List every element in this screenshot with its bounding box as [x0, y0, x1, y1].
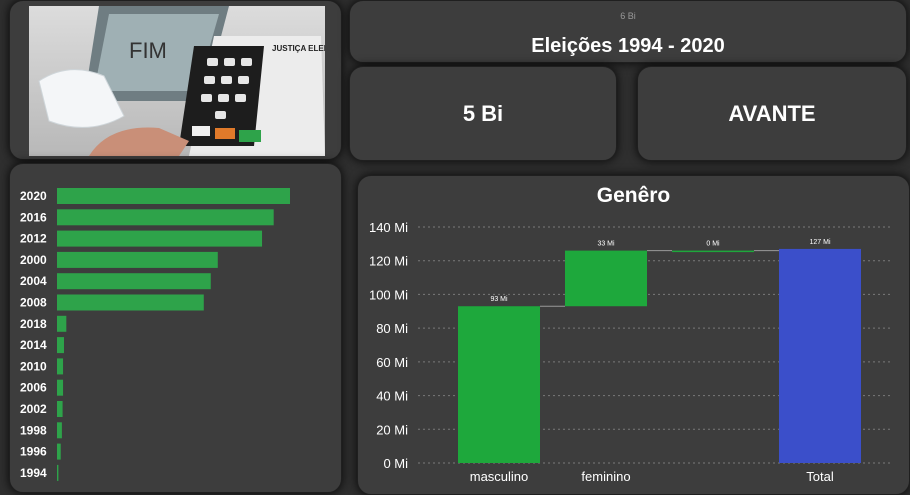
- y-tick-label: 60 Mi: [376, 355, 408, 370]
- waterfall-bar: [565, 250, 647, 307]
- year-label: 1998: [20, 423, 47, 437]
- years-bar-chart-svg: 2020 2016 2012 2000 2004 2008 2018 2014 2010 2006…: [20, 188, 290, 481]
- year-bar: [57, 464, 59, 481]
- y-tick-label: 100 Mi: [369, 287, 408, 302]
- year-bar: [57, 358, 64, 375]
- gender-chart-panel: Genêro 0 Mi 20 Mi 40 Mi 60 Mi 80 Mi 100 Mi 120…: [357, 175, 910, 495]
- voting-machine-image: FIM JUSTIÇA ELEITORAL: [29, 6, 325, 156]
- year-label: 2000: [20, 253, 47, 267]
- year-bar: [57, 422, 62, 439]
- year-bar: [57, 230, 263, 247]
- y-tick-label: 80 Mi: [376, 321, 408, 336]
- x-category-label: feminino: [581, 469, 630, 484]
- x-category-label: masculino: [470, 469, 529, 484]
- year-bar: [57, 251, 218, 268]
- year-bar: [57, 401, 63, 417]
- data-label: 0 Mi: [706, 241, 720, 248]
- title-panel: 6 Bi Eleições 1994 - 2020: [349, 0, 907, 63]
- waterfall-bar: [779, 248, 861, 463]
- waterfall-bar: [458, 306, 540, 463]
- sticker-text: JUSTIÇA ELEITORAL: [272, 44, 325, 53]
- year-bar: [57, 188, 290, 204]
- data-label: 33 Mi: [597, 241, 615, 248]
- gender-waterfall-chart: 0 Mi 20 Mi 40 Mi 60 Mi 80 Mi 100 Mi 120 Mi 140 …: [369, 220, 893, 484]
- year-label: 2016: [20, 210, 47, 224]
- year-label: 1996: [20, 445, 47, 459]
- screen-text: FIM: [129, 38, 167, 63]
- year-label: 2008: [20, 296, 47, 310]
- year-bar: [57, 443, 61, 460]
- party-card[interactable]: AVANTE: [637, 66, 907, 161]
- chart-title: Genêro: [596, 184, 671, 207]
- year-label: 2020: [20, 189, 47, 203]
- y-tick-label: 40 Mi: [376, 389, 408, 404]
- header-subtitle: 6 Bi: [620, 11, 636, 21]
- data-label: 93 Mi: [490, 296, 508, 303]
- year-label: 2006: [20, 381, 47, 395]
- photo-panel: FIM JUSTIÇA ELEITORAL: [9, 0, 342, 160]
- data-label: 127 Mi: [809, 239, 830, 246]
- y-tick-label: 0 Mi: [383, 456, 408, 471]
- year-bar: [57, 337, 64, 354]
- year-bar: [57, 273, 211, 290]
- year-label: 1994: [20, 466, 47, 480]
- year-label: 2014: [20, 338, 47, 352]
- page-title: Eleições 1994 - 2020: [531, 35, 725, 57]
- y-tick-label: 20 Mi: [376, 422, 408, 437]
- year-label: 2004: [20, 274, 47, 288]
- waterfall-bar: [672, 250, 754, 253]
- year-label: 2012: [20, 232, 47, 246]
- year-bar: [57, 379, 64, 396]
- year-label: 2010: [20, 359, 47, 373]
- year-bar: [57, 315, 67, 332]
- year-label: 2002: [20, 402, 47, 416]
- year-label: 2018: [20, 317, 47, 331]
- kpi-value: 5 Bi: [462, 100, 504, 126]
- years-bar-chart: 2020 2016 2012 2000 2004 2008 2018 2014 2010 2006…: [9, 163, 342, 493]
- y-tick-label: 140 Mi: [369, 220, 408, 235]
- year-bar: [57, 209, 274, 226]
- year-bar: [57, 294, 204, 311]
- party-name: AVANTE: [728, 100, 816, 126]
- y-tick-label: 120 Mi: [369, 254, 408, 269]
- x-category-label: Total: [806, 469, 834, 484]
- kpi-card[interactable]: 5 Bi: [349, 66, 617, 161]
